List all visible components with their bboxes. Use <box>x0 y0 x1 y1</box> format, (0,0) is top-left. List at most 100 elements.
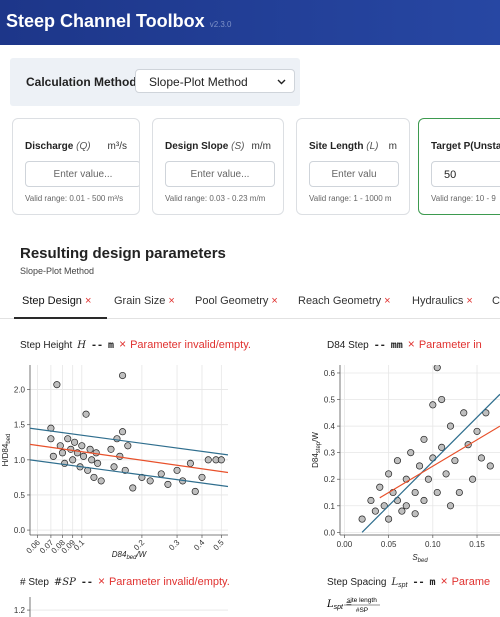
x-tick-label: 0.1 <box>72 538 87 553</box>
chevron <box>277 79 286 85</box>
data-point <box>198 473 206 481</box>
unit: m <box>388 141 397 152</box>
data-point <box>164 480 172 488</box>
data-point <box>424 475 432 483</box>
data-point <box>64 435 72 443</box>
data-point <box>393 457 402 465</box>
method-select[interactable]: Slope-Plot Method <box>135 69 295 93</box>
tab[interactable]: Grain Size × <box>114 295 175 307</box>
data-point <box>113 435 121 443</box>
x-tick-label: 0.00 <box>337 540 353 549</box>
data-point <box>385 515 393 523</box>
data-point <box>86 445 94 453</box>
text-input[interactable]: 50 <box>431 161 500 187</box>
status-icon: × <box>119 337 126 351</box>
title-symbol: L <box>391 577 399 588</box>
data-point <box>61 459 69 467</box>
trend-line <box>361 393 500 533</box>
data-point <box>429 454 437 462</box>
x-tick-label: 0.5 <box>212 538 227 553</box>
label-text: Discharge <box>25 141 74 152</box>
label-base: H/D84 <box>1 443 10 466</box>
data-point <box>69 456 77 464</box>
valid-range: Valid range: 0.03 - 0.23 m/m <box>165 194 266 203</box>
data-point <box>407 449 415 457</box>
status-text: Parame <box>452 576 491 588</box>
y-tick-label: 0.3 <box>324 449 336 458</box>
title-value: -- <box>91 340 103 351</box>
data-point <box>411 488 419 497</box>
y-tick-label: 0.0 <box>324 528 336 537</box>
label-rest: /W <box>311 432 320 442</box>
chart-title: Step Height H -- m × Parameter invalid/empty. <box>20 337 251 351</box>
y-tick-label: 1.0 <box>14 456 26 465</box>
y-tick-label: 0.2 <box>324 475 336 484</box>
numerator: site length <box>347 597 377 604</box>
data-point <box>19 439 25 445</box>
tab-label: Hydraulics <box>412 295 464 307</box>
tab-label: Pool Geometry <box>195 295 269 307</box>
data-point <box>371 507 379 515</box>
valid-range: Valid range: 1 - 1000 m <box>309 194 392 203</box>
data-point <box>446 422 455 430</box>
y-tick-label: 0.0 <box>14 526 26 535</box>
text-input[interactable]: Enter valu <box>309 161 399 187</box>
results-subtitle: Slope-Plot Method <box>20 266 95 276</box>
title-name: Step Height <box>20 340 72 351</box>
chart-title: # Step #SP -- × Parameter invalid/empty. <box>20 574 230 588</box>
data-point <box>94 459 102 467</box>
label-base: S <box>412 553 418 562</box>
text-input[interactable]: Enter value... <box>25 161 139 187</box>
symbol: (S) <box>231 141 245 152</box>
data-point <box>477 454 485 462</box>
tab-status-icon: × <box>384 295 391 307</box>
data-point <box>446 502 455 510</box>
x-axis-label: Sbed <box>412 553 428 564</box>
version: v2.3.0 <box>209 20 232 29</box>
y-tick-label: 0.6 <box>324 369 336 378</box>
data-point <box>97 477 105 485</box>
data-point <box>71 438 79 446</box>
valid-range: Valid range: 10 - 9 <box>431 194 496 203</box>
data-point <box>47 435 55 443</box>
tab[interactable]: Hydraulics × <box>412 295 473 307</box>
data-point <box>380 502 388 510</box>
tab[interactable]: Step Design × <box>22 295 91 307</box>
input-label: Design Slope (S) <box>165 141 244 152</box>
x-tick-label: 0.15 <box>469 540 485 549</box>
tab[interactable]: Reach Geometry × <box>298 295 391 307</box>
input-card: Design Slope (S) m/m Enter value... Valid r… <box>152 118 284 215</box>
data-point <box>119 371 127 380</box>
status-icon: × <box>98 574 105 588</box>
denominator: #SP <box>356 607 368 614</box>
tab-status-icon: × <box>271 295 278 307</box>
y-tick-label: 0.5 <box>14 491 26 500</box>
label-sub: bed <box>418 558 429 564</box>
data-point <box>420 435 428 443</box>
title-value: -- <box>412 577 424 588</box>
data-point <box>438 395 446 404</box>
input-value: 50 <box>444 169 457 181</box>
tab[interactable]: C <box>492 295 500 307</box>
tab[interactable]: Pool Geometry × <box>195 295 278 307</box>
title-unit: m <box>108 340 114 351</box>
data-point <box>157 470 165 478</box>
x-tick-label: 0.10 <box>425 540 441 549</box>
data-point <box>486 462 494 470</box>
data-point <box>78 442 86 450</box>
selected-option: Slope-Plot Method <box>149 75 248 89</box>
data-point <box>173 466 181 474</box>
data-point <box>53 381 61 389</box>
data-point <box>92 449 100 457</box>
plot-area <box>358 365 500 533</box>
data-point <box>110 463 118 471</box>
unit: m/m <box>251 141 271 152</box>
data-point <box>79 452 88 460</box>
plot-area <box>19 371 228 495</box>
x-tick-label: 0.3 <box>167 538 182 553</box>
data-point <box>146 477 154 485</box>
text-input[interactable]: Enter value... <box>165 161 275 187</box>
data-point <box>119 428 127 436</box>
title-name: D84 Step <box>327 340 369 351</box>
data-point <box>411 510 419 518</box>
